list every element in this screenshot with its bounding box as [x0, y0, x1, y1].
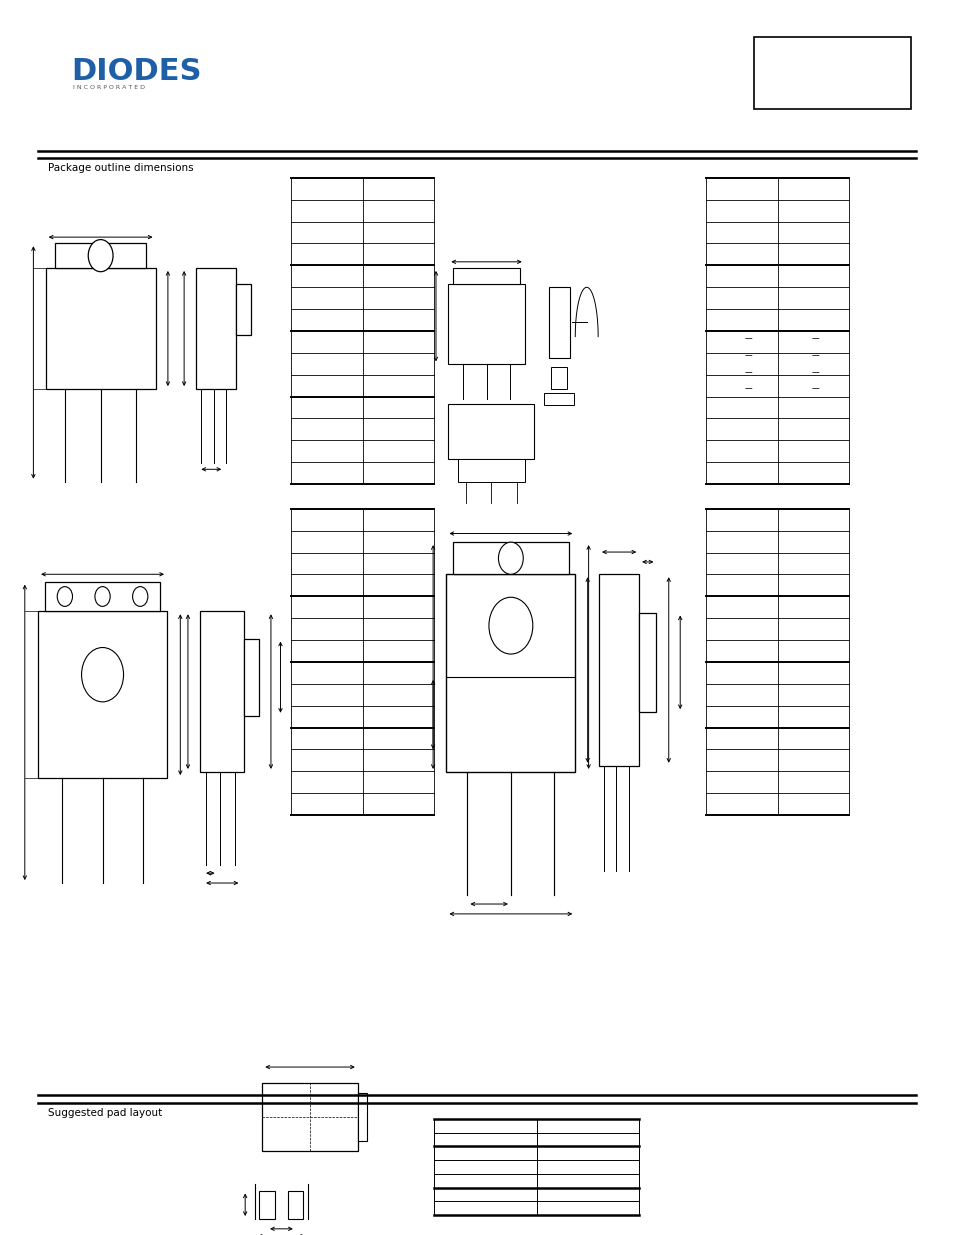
Text: —: —: [744, 368, 752, 378]
Text: DIODES: DIODES: [71, 57, 202, 86]
Bar: [543, 393, 574, 405]
Text: —: —: [811, 351, 819, 361]
Bar: [259, 1191, 274, 1219]
Bar: [598, 574, 639, 766]
Bar: [448, 284, 524, 364]
Bar: [244, 638, 259, 716]
Text: —: —: [744, 333, 752, 343]
Bar: [262, 1083, 357, 1151]
Bar: [195, 268, 235, 389]
Text: Package outline dimensions: Package outline dimensions: [48, 163, 193, 173]
Text: —: —: [811, 333, 819, 343]
Bar: [453, 268, 519, 284]
Bar: [38, 611, 167, 778]
Bar: [235, 284, 251, 335]
Bar: [46, 268, 155, 389]
Bar: [551, 367, 566, 389]
Bar: [548, 287, 569, 358]
Bar: [639, 613, 656, 713]
Bar: [448, 404, 534, 459]
Circle shape: [489, 598, 532, 655]
Bar: [457, 459, 524, 482]
Bar: [55, 243, 146, 268]
Circle shape: [498, 542, 522, 574]
Text: I N C O R P O R A T E D: I N C O R P O R A T E D: [73, 85, 145, 90]
Circle shape: [132, 587, 148, 606]
Circle shape: [88, 240, 112, 272]
Bar: [446, 574, 575, 772]
Text: Suggested pad layout: Suggested pad layout: [48, 1108, 162, 1118]
Circle shape: [94, 587, 111, 606]
Bar: [453, 542, 568, 574]
Bar: [357, 1093, 367, 1141]
Text: —: —: [744, 351, 752, 361]
Bar: [45, 582, 160, 611]
Text: —: —: [744, 384, 752, 394]
Bar: [200, 611, 244, 772]
Text: —: —: [811, 368, 819, 378]
Circle shape: [81, 647, 124, 701]
Circle shape: [57, 587, 72, 606]
Bar: [753, 37, 910, 109]
Bar: [288, 1191, 303, 1219]
Text: —: —: [811, 384, 819, 394]
